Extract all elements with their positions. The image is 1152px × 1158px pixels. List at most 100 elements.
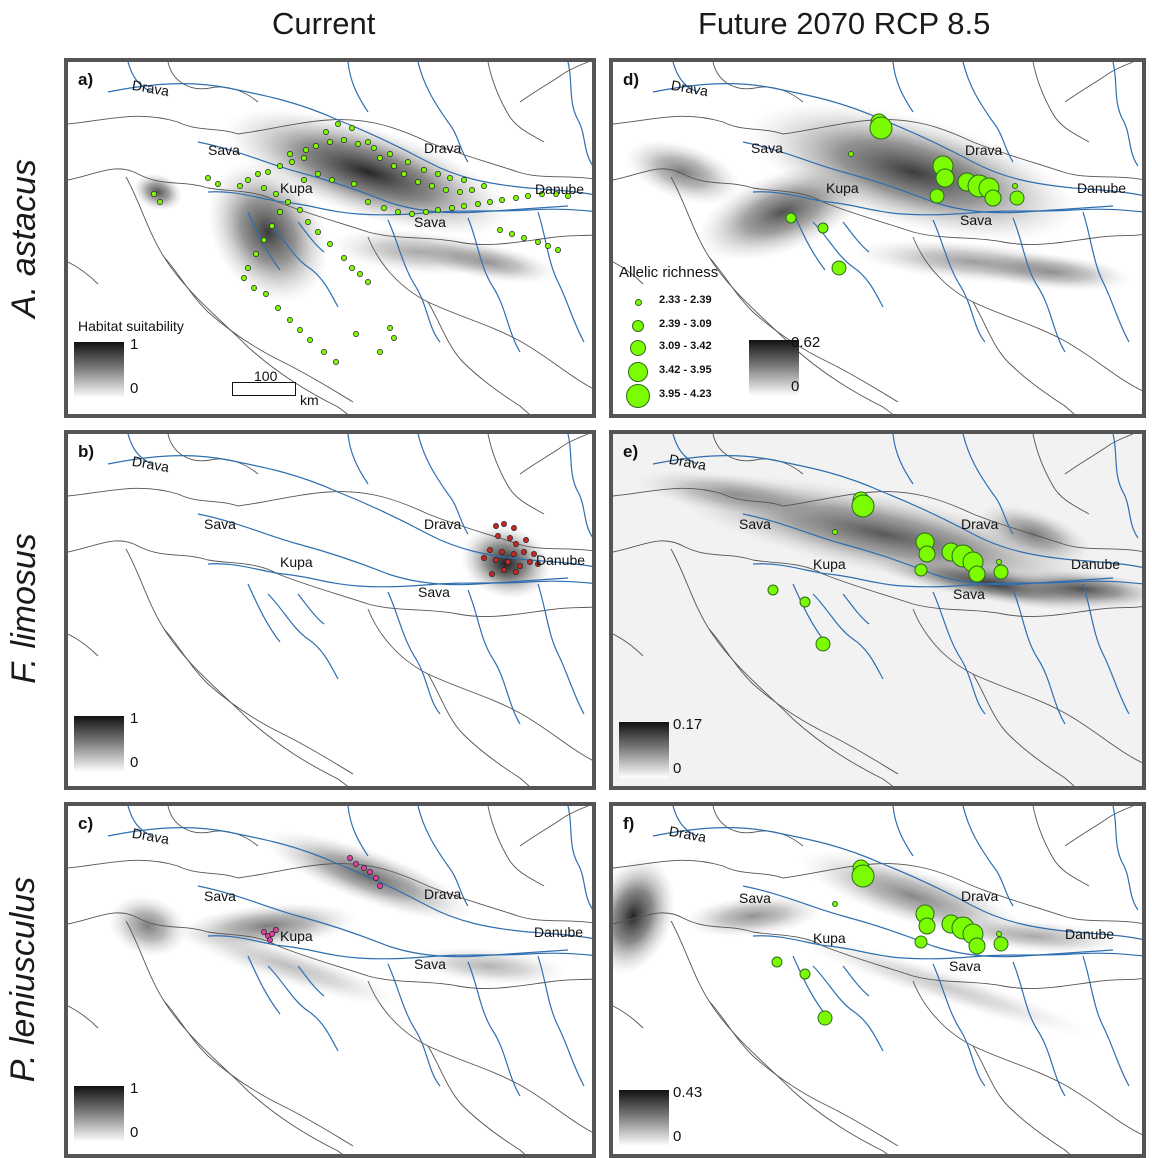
occurrence-point — [265, 169, 271, 175]
allelic-richness-circle — [1012, 183, 1018, 189]
country-border — [427, 673, 530, 786]
allelic-richness-legend-symbol — [628, 362, 648, 382]
occurrence-point — [269, 223, 275, 229]
occurrence-point — [501, 521, 507, 527]
occurrence-point — [469, 187, 475, 193]
occurrence-point — [539, 191, 545, 197]
allelic-richness-circle — [929, 188, 945, 204]
habitat-legend-max: 0.43 — [673, 1084, 703, 1101]
occurrence-point — [395, 209, 401, 215]
occurrence-point — [391, 163, 397, 169]
river-label-sava-west: Sava — [739, 890, 771, 906]
occurrence-point — [475, 201, 481, 207]
occurrence-point — [507, 535, 513, 541]
suitability-area — [224, 108, 512, 236]
river-line — [127, 62, 153, 93]
occurrence-point — [447, 175, 453, 181]
river-line — [672, 434, 698, 465]
habitat-suitability-title: Habitat suitability — [78, 318, 184, 334]
occurrence-point — [361, 865, 367, 871]
river-label-danube: Danube — [535, 181, 585, 197]
occurrence-point — [277, 163, 283, 169]
suitability-area — [613, 857, 676, 975]
habitat-legend-min: 0 — [673, 760, 682, 777]
occurrence-point — [553, 191, 559, 197]
river-line — [417, 62, 469, 163]
country-border — [68, 540, 592, 617]
river-label-sava-west: Sava — [204, 888, 236, 904]
river-line — [387, 963, 441, 1087]
river-line — [567, 62, 592, 166]
allelic-richness-circle — [817, 1010, 833, 1026]
river-label-sava-west: Sava — [204, 516, 236, 532]
country-border — [613, 540, 1142, 617]
habitat-legend-gradient — [74, 1086, 124, 1142]
occurrence-point — [349, 125, 355, 131]
occurrence-point — [151, 191, 157, 197]
panel-label: c) — [78, 814, 94, 833]
habitat-legend-gradient — [74, 342, 124, 398]
river-line — [267, 593, 339, 680]
occurrence-point — [409, 211, 415, 217]
occurrence-point — [307, 337, 313, 343]
panel-label: d) — [623, 70, 640, 89]
panel-label: b) — [78, 442, 95, 461]
allelic-richness-circle — [1009, 190, 1025, 206]
river-line — [267, 221, 339, 308]
river-line — [537, 583, 585, 715]
river-line — [752, 563, 1142, 588]
occurrence-point — [267, 937, 273, 943]
allelic-richness-circle — [869, 116, 893, 140]
country-border — [68, 859, 592, 924]
river-line — [387, 219, 441, 343]
occurrence-point — [255, 171, 261, 177]
suitability-area — [790, 934, 1096, 1038]
river-line — [347, 806, 369, 857]
row-title-astacus: A. astacus — [4, 158, 43, 318]
allelic-richness-legend-symbol — [626, 384, 650, 408]
allelic-richness-circle — [832, 529, 838, 535]
river-line — [417, 434, 469, 535]
habitat-legend-max: 1 — [130, 336, 139, 353]
river-line — [652, 83, 1142, 196]
country-border — [613, 487, 1142, 552]
river-line — [962, 806, 1014, 907]
allelic-richness-legend-symbol — [634, 298, 642, 306]
map-svg — [68, 434, 592, 786]
occurrence-point — [273, 191, 279, 197]
suitability-area — [943, 918, 1123, 954]
occurrence-point — [327, 139, 333, 145]
occurrence-point — [261, 237, 267, 243]
occurrence-point — [347, 855, 353, 861]
river-label-drava: Drava — [961, 888, 999, 904]
river-line — [1112, 434, 1139, 539]
country-border — [367, 980, 592, 1133]
allelic-richness-circle — [771, 956, 783, 968]
river-line — [842, 221, 870, 253]
country-border — [1064, 62, 1134, 103]
river-label-drava: Drava — [424, 140, 462, 156]
river-label-sava-east: Sava — [414, 214, 446, 230]
occurrence-point — [157, 199, 163, 205]
river-label-kupa: Kupa — [813, 556, 846, 572]
map-svg — [613, 434, 1142, 786]
scale-bar — [232, 382, 296, 396]
river-line — [962, 62, 1014, 163]
country-border — [167, 434, 259, 475]
habitat-legend-min: 0 — [130, 1124, 139, 1141]
river-label-sava-east: Sava — [949, 958, 981, 974]
suitability-area — [108, 894, 188, 958]
river-line — [127, 434, 153, 465]
allelic-richness-circle — [996, 559, 1002, 565]
river-line — [207, 563, 592, 588]
habitat-legend-max: 1 — [130, 710, 139, 727]
country-border — [613, 912, 1142, 989]
allelic-richness-circle — [993, 564, 1009, 580]
river-label-danube: Danube — [534, 924, 584, 940]
occurrence-point — [315, 171, 321, 177]
country-border — [670, 548, 894, 786]
river-label-drava: Drava — [961, 516, 999, 532]
suitability-area — [697, 163, 869, 261]
country-border — [68, 168, 592, 245]
river-line — [892, 434, 914, 485]
